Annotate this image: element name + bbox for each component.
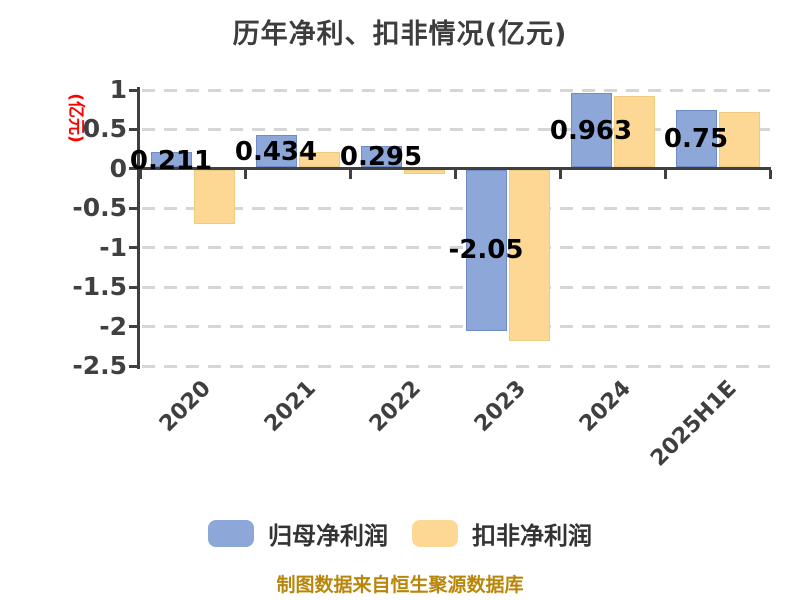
x-axis-tick <box>663 169 667 179</box>
x-tick-label-2022: 2022 <box>365 376 427 437</box>
x-axis-tick <box>348 169 352 179</box>
x-axis-tick <box>243 169 247 179</box>
legend: 归母净利润 扣非净利润 <box>0 516 800 551</box>
bar-blue-2022 <box>360 145 402 168</box>
bar-yellow-2024 <box>613 96 655 168</box>
x-tick-label-2023: 2023 <box>470 376 532 437</box>
y-axis-tick <box>129 325 138 329</box>
bar-blue-2021 <box>255 134 297 168</box>
y-tick-label: -0.5 <box>72 193 127 223</box>
data-source-note: 制图数据来自恒生聚源数据库 <box>276 574 524 596</box>
gridline <box>142 364 770 368</box>
legend-swatch-yellow <box>412 519 458 547</box>
y-axis-tick <box>129 127 138 131</box>
bar-yellow-2022 <box>403 170 445 174</box>
value-label-2021: 0.434 <box>234 136 318 167</box>
bar-yellow-2025H1E <box>718 112 760 168</box>
gridline <box>142 88 770 92</box>
value-label-2023: -2.05 <box>448 234 524 265</box>
y-axis-tick <box>129 285 138 289</box>
legend-item-non-recurring-profit: 扣非净利润 <box>412 516 592 551</box>
gridline <box>142 246 770 250</box>
x-axis-tick <box>453 169 457 179</box>
value-label-2025H1E: 0.75 <box>663 124 729 155</box>
y-axis-tick <box>129 206 138 210</box>
x-axis-tick <box>138 169 142 179</box>
value-label-2022: 0.295 <box>339 142 423 173</box>
y-tick-label: -1 <box>99 232 127 262</box>
bar-blue-2024 <box>570 92 612 168</box>
chart-title: 历年净利、扣非情况(亿元) <box>232 19 568 50</box>
x-axis-line <box>137 167 771 171</box>
y-tick-label: 1 <box>109 74 127 104</box>
gridline <box>142 285 770 289</box>
x-tick-label-2025H1E: 2025H1E <box>645 376 742 472</box>
x-tick-label-2020: 2020 <box>155 376 217 437</box>
x-tick-label-2021: 2021 <box>260 376 322 437</box>
y-axis-tick <box>129 246 138 250</box>
y-tick-label: -2 <box>99 311 127 341</box>
y-axis-tick <box>129 167 138 171</box>
gridline <box>142 206 770 210</box>
y-axis-line <box>137 87 140 369</box>
y-tick-label: 0 <box>109 153 127 183</box>
gridline <box>142 127 770 131</box>
x-axis-tick <box>768 169 772 179</box>
value-label-2020: 0.211 <box>129 145 213 176</box>
y-tick-label: -2.5 <box>72 350 127 380</box>
bar-yellow-2021 <box>298 152 340 168</box>
legend-item-net-profit: 归母净利润 <box>208 516 388 551</box>
bar-blue-2023 <box>465 170 507 331</box>
bar-blue-2020 <box>150 152 192 168</box>
y-tick-label: 0.5 <box>82 114 127 144</box>
bar-yellow-2023 <box>508 170 550 341</box>
legend-swatch-blue <box>208 519 254 547</box>
legend-label: 扣非净利润 <box>472 521 592 550</box>
y-axis-tick <box>129 88 138 92</box>
x-axis-tick <box>558 169 562 179</box>
legend-label: 归母净利润 <box>268 521 388 550</box>
x-tick-label-2024: 2024 <box>575 376 637 437</box>
bar-yellow-2020 <box>193 170 235 225</box>
gridline <box>142 325 770 329</box>
bar-blue-2025H1E <box>675 109 717 168</box>
y-axis-tick <box>129 364 138 368</box>
y-tick-label: -1.5 <box>72 272 127 302</box>
value-label-2024: 0.963 <box>549 115 633 146</box>
